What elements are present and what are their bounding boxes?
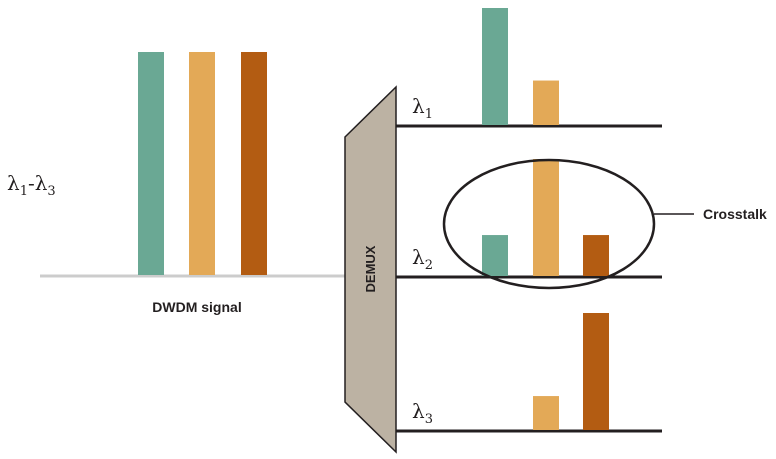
output-2-bars (482, 159, 609, 276)
input-bar-3 (241, 52, 267, 275)
output-1-bar-2 (533, 80, 559, 125)
input-bar-2 (189, 52, 215, 275)
output-1-label: λ1 (412, 94, 433, 122)
input-wavelength-range-label: λ1-λ3 (7, 171, 56, 199)
crosstalk-annotation: Crosstalk (442, 158, 767, 290)
demux-label: DEMUX (363, 245, 378, 292)
demux-block: DEMUX (344, 85, 397, 454)
demux-shape (344, 85, 397, 454)
output-2-bar-2 (533, 159, 559, 276)
output-channels: λ1 λ2 λ3 (396, 8, 662, 433)
output-2-label: λ2 (412, 245, 433, 273)
output-1-bars (482, 8, 559, 125)
output-3-label: λ3 (412, 399, 433, 427)
output-channel-1: λ1 (396, 8, 662, 128)
output-2-bar-3 (583, 235, 609, 276)
output-2-bar-1 (482, 235, 508, 276)
output-3-bar-2 (583, 313, 609, 430)
crosstalk-ellipse (442, 158, 656, 290)
dwdm-signal-caption: DWDM signal (152, 299, 241, 315)
output-3-bar-1 (533, 396, 559, 430)
output-channel-3: λ3 (396, 313, 662, 433)
input-channel-bars (138, 52, 267, 275)
input-signal: λ1-λ3 DWDM signal (7, 52, 345, 315)
output-1-bar-1 (482, 8, 508, 125)
output-3-bars (533, 313, 609, 430)
input-bar-1 (138, 52, 164, 275)
crosstalk-label: Crosstalk (703, 206, 767, 222)
output-channel-2: λ2 (396, 159, 662, 279)
